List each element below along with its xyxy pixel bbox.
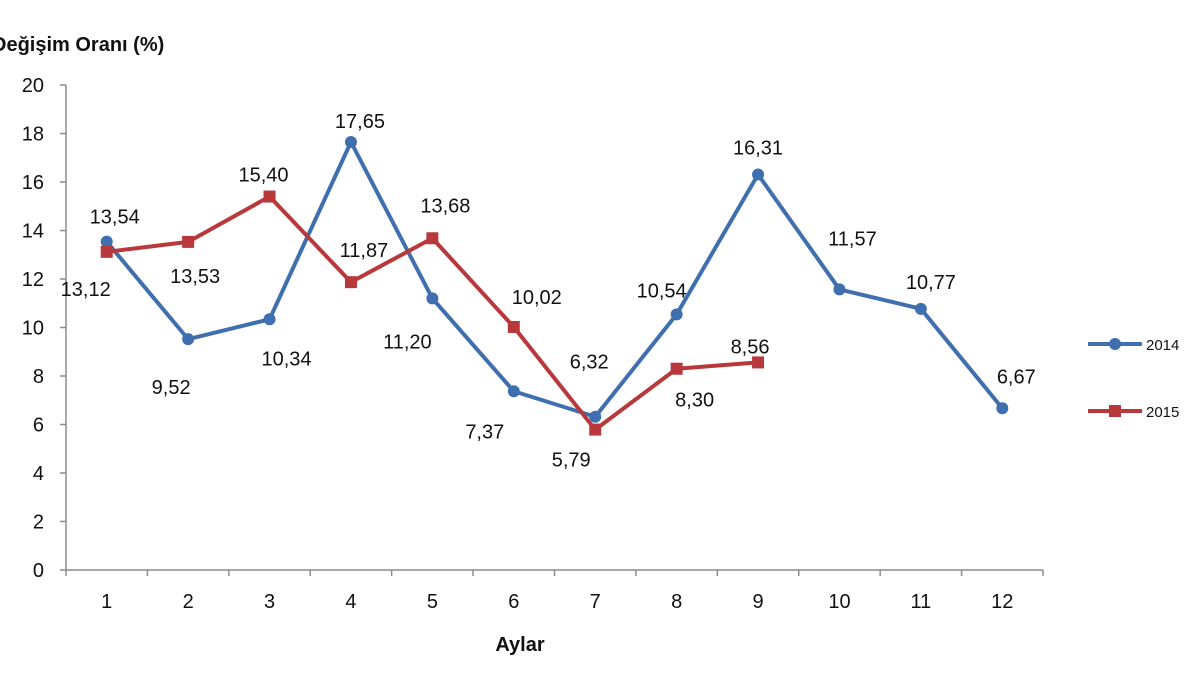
data-label-2015: 5,79 <box>552 450 591 472</box>
data-label-2014: 11,20 <box>383 331 432 353</box>
data-label-2014: 16,31 <box>733 137 783 159</box>
x-tick-label: 6 <box>508 591 519 613</box>
y-tick-label: 16 <box>22 172 44 194</box>
x-tick-label: 1 <box>101 591 112 613</box>
data-label-2014: 13,54 <box>90 207 140 229</box>
data-point-2014 <box>182 333 195 346</box>
data-point-2014 <box>670 308 683 321</box>
data-point-2014 <box>914 302 927 315</box>
data-point-2015 <box>507 321 520 334</box>
y-tick-label: 4 <box>33 463 44 485</box>
x-axis-title: Aylar <box>495 634 545 656</box>
data-label-2015: 13,12 <box>61 279 111 301</box>
data-label-2014: 9,52 <box>152 377 191 399</box>
data-label-2015: 13,68 <box>420 195 470 217</box>
data-point-2015 <box>752 356 765 369</box>
x-tick-label: 4 <box>345 591 356 613</box>
data-point-2015 <box>426 232 439 245</box>
data-point-2015 <box>670 362 683 375</box>
data-label-2014: 7,37 <box>465 421 504 443</box>
x-tick-label: 8 <box>671 591 682 613</box>
data-label-2014: 6,67 <box>997 366 1036 388</box>
data-point-2014 <box>589 410 602 423</box>
series-group <box>100 135 1009 436</box>
legend-marker-2015 <box>1109 405 1121 417</box>
data-point-2014 <box>426 292 439 305</box>
axes <box>60 84 1044 576</box>
data-label-2014: 10,34 <box>262 348 312 370</box>
data-label-2014: 11,57 <box>828 228 877 250</box>
data-point-2014 <box>996 402 1009 415</box>
x-tick-labels: 1 2 3 4 5 6 7 8 9 10 11 12 <box>101 591 1013 613</box>
data-label-2015: 15,40 <box>239 165 289 187</box>
data-point-2015 <box>100 245 113 258</box>
x-tick-label: 10 <box>828 591 850 613</box>
data-label-2014: 6,32 <box>570 352 609 374</box>
y-tick-label: 14 <box>22 221 44 243</box>
data-label-2015: 8,30 <box>675 390 714 412</box>
x-tick-label: 12 <box>991 591 1013 613</box>
data-point-2015 <box>589 423 602 436</box>
data-label-2015: 13,53 <box>170 266 220 288</box>
y-tick-label: 20 <box>22 75 44 97</box>
y-tick-label: 2 <box>33 512 44 534</box>
legend-marker-2014 <box>1109 338 1121 350</box>
legend: 2014 2015 <box>1088 337 1179 421</box>
y-tick-label: 6 <box>33 415 44 437</box>
data-label-2015: 11,87 <box>340 240 389 262</box>
series-line-2015 <box>104 194 761 432</box>
y-tick-label: 10 <box>22 318 44 340</box>
x-tick-label: 2 <box>183 591 194 613</box>
x-tick-label: 11 <box>910 591 931 613</box>
data-label-2014: 10,54 <box>637 280 687 302</box>
data-point-2014 <box>507 385 520 398</box>
data-point-2014 <box>100 235 113 248</box>
legend-label-2014: 2014 <box>1146 337 1179 354</box>
data-point-2014 <box>752 168 765 181</box>
x-tick-label: 9 <box>752 591 763 613</box>
data-point-2015 <box>344 276 357 289</box>
series-line-2014 <box>104 139 1005 419</box>
x-tick-label: 5 <box>427 591 438 613</box>
data-label-2015: 8,56 <box>731 336 770 358</box>
data-point-2014 <box>263 313 276 326</box>
x-tick-label: 7 <box>590 591 601 613</box>
data-point-2014 <box>833 283 846 296</box>
y-tick-label: 8 <box>33 366 44 388</box>
y-tick-labels: 0 2 4 6 8 10 12 14 16 18 20 <box>22 75 44 582</box>
y-axis-title: Değişim Oranı (%) <box>0 34 164 56</box>
data-labels: 13,54 9,52 10,34 17,65 11,20 7,37 6,32 10,54 16,… <box>61 111 1036 472</box>
y-tick-label: 18 <box>22 124 44 146</box>
data-point-2015 <box>182 235 195 248</box>
legend-label-2015: 2015 <box>1146 404 1179 421</box>
data-point-2015 <box>263 190 276 203</box>
data-point-2014 <box>344 135 357 148</box>
data-label-2014: 17,65 <box>335 111 385 133</box>
y-tick-label: 12 <box>22 269 44 291</box>
data-label-2014: 10,77 <box>906 272 956 294</box>
y-tick-label: 0 <box>33 560 44 582</box>
x-tick-label: 3 <box>264 591 275 613</box>
data-label-2015: 10,02 <box>512 287 562 309</box>
